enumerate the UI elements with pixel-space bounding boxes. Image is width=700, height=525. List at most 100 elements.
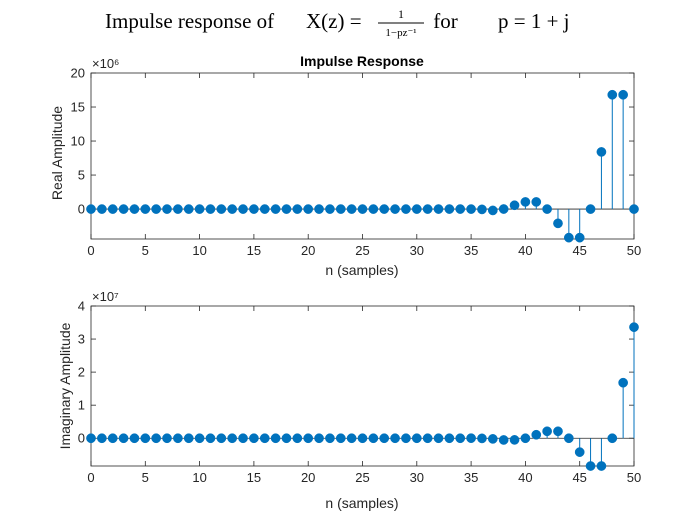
imaginary-stem-marker: [118, 433, 129, 444]
real-stem-marker: [379, 204, 390, 214]
imaginary-stem-marker: [563, 433, 574, 444]
imaginary-xtick-label: 25: [355, 470, 369, 485]
imaginary-xtick-label: 15: [247, 470, 261, 485]
imaginary-stem-marker: [162, 433, 172, 444]
real-stem-marker: [422, 204, 433, 214]
real-xtick-label: 40: [518, 243, 532, 258]
imaginary-stem-marker: [368, 433, 379, 444]
imaginary-stem-marker: [346, 433, 357, 444]
imaginary-stem-marker: [227, 433, 238, 444]
imaginary-stem-marker: [574, 447, 585, 457]
imaginary-stem-marker: [509, 435, 520, 445]
imaginary-stem-marker: [531, 429, 542, 440]
imaginary-ytick-label: 3: [78, 332, 85, 347]
imaginary-stem-marker: [183, 433, 194, 444]
real-stem-marker: [596, 147, 607, 157]
subplot-real-exponent: ×10⁶: [92, 56, 119, 71]
real-stem-marker: [303, 204, 314, 214]
imaginary-stem-marker: [86, 433, 96, 444]
real-stem-marker: [411, 204, 422, 214]
real-stem-marker: [553, 218, 563, 229]
imaginary-xtick-label: 5: [142, 470, 149, 485]
real-stem-marker: [357, 204, 368, 214]
imaginary-stem-marker: [596, 461, 607, 471]
real-stem-marker: [270, 204, 281, 214]
imaginary-stem-marker: [303, 433, 314, 444]
imaginary-xtick-label: 20: [301, 470, 315, 485]
imaginary-stem-marker: [238, 433, 248, 444]
real-stem-marker: [238, 204, 248, 214]
real-stem-marker: [249, 204, 259, 214]
imaginary-stem-marker: [487, 434, 498, 444]
imaginary-stem-marker: [520, 433, 531, 444]
real-ytick-label: 10: [71, 134, 85, 149]
real-stem-marker: [563, 232, 574, 243]
imaginary-stem-marker: [379, 433, 390, 444]
real-xtick-label: 50: [627, 243, 641, 258]
imaginary-xtick-label: 0: [87, 470, 94, 485]
imaginary-stem-marker: [618, 377, 628, 388]
real-stem-marker: [292, 204, 303, 214]
real-stem-marker: [151, 204, 162, 214]
real-xtick-label: 15: [247, 243, 261, 258]
imaginary-xtick-label: 30: [410, 470, 424, 485]
real-stem-marker: [574, 232, 585, 243]
imaginary-stem-marker: [140, 433, 151, 444]
imaginary-stem-marker: [249, 433, 259, 444]
real-xtick-label: 35: [464, 243, 478, 258]
imaginary-stem-marker: [129, 433, 140, 444]
suptitle-numerator: 1: [398, 7, 404, 21]
imaginary-stem-marker: [444, 433, 455, 444]
real-stem-marker: [194, 204, 205, 214]
imaginary-ytick-label: 0: [78, 431, 85, 446]
imaginary-ytick-label: 4: [78, 299, 85, 314]
real-xtick-label: 20: [301, 243, 315, 258]
real-stem-marker: [118, 204, 129, 214]
suptitle-condition: p = 1 + j: [498, 9, 570, 33]
imaginary-stem-marker: [477, 433, 487, 444]
real-stem-marker: [346, 204, 357, 214]
real-stem-marker: [585, 204, 596, 214]
imaginary-xtick-label: 35: [464, 470, 478, 485]
real-stem-marker: [183, 204, 194, 214]
real-stem-marker: [227, 204, 238, 214]
imaginary-stem-marker: [455, 433, 466, 444]
real-stem-marker: [173, 204, 183, 214]
imaginary-stem-marker: [151, 433, 162, 444]
real-ytick-label: 0: [78, 202, 85, 217]
imaginary-stem-marker: [97, 433, 107, 444]
real-stem-marker: [531, 197, 542, 207]
subplot-imaginary-exponent: ×10⁷: [92, 289, 119, 304]
real-stem-marker: [455, 204, 466, 214]
imaginary-stem-marker: [216, 433, 227, 444]
real-stem-marker: [433, 204, 444, 214]
imaginary-stem-marker: [585, 461, 596, 471]
suptitle-denominator: 1−pz⁻¹: [385, 27, 416, 39]
imaginary-ytick-label: 2: [78, 365, 85, 380]
imaginary-stem-marker: [325, 433, 335, 444]
real-stem-marker: [466, 204, 476, 214]
imaginary-stem-marker: [433, 433, 444, 444]
imaginary-stem-marker: [542, 426, 552, 437]
imaginary-stem-marker: [335, 433, 346, 444]
suptitle-prefix: Impulse response of: [105, 9, 274, 33]
imaginary-stem-marker: [270, 433, 281, 444]
imaginary-xtick-label: 50: [627, 470, 641, 485]
imaginary-stem-marker: [422, 433, 433, 444]
imaginary-stem-marker: [411, 433, 422, 444]
real-stem-marker: [140, 204, 151, 214]
imaginary-xtick-label: 40: [518, 470, 532, 485]
imaginary-stem-marker: [281, 433, 292, 444]
imaginary-stem-marker: [194, 433, 205, 444]
real-stem-marker: [281, 204, 292, 214]
subplot-real-ylabel: Real Amplitude: [49, 106, 65, 200]
real-stem-marker: [216, 204, 227, 214]
subplot-imaginary: ×10⁷ n (samples) Imaginary Amplitude 0 5 1…: [57, 289, 641, 511]
real-stem-marker: [618, 89, 628, 100]
real-xtick-label: 30: [410, 243, 424, 258]
real-stem-marker: [629, 204, 639, 214]
real-stem-marker: [205, 204, 216, 214]
real-stem-marker: [509, 200, 520, 211]
real-stem-marker: [401, 204, 411, 214]
